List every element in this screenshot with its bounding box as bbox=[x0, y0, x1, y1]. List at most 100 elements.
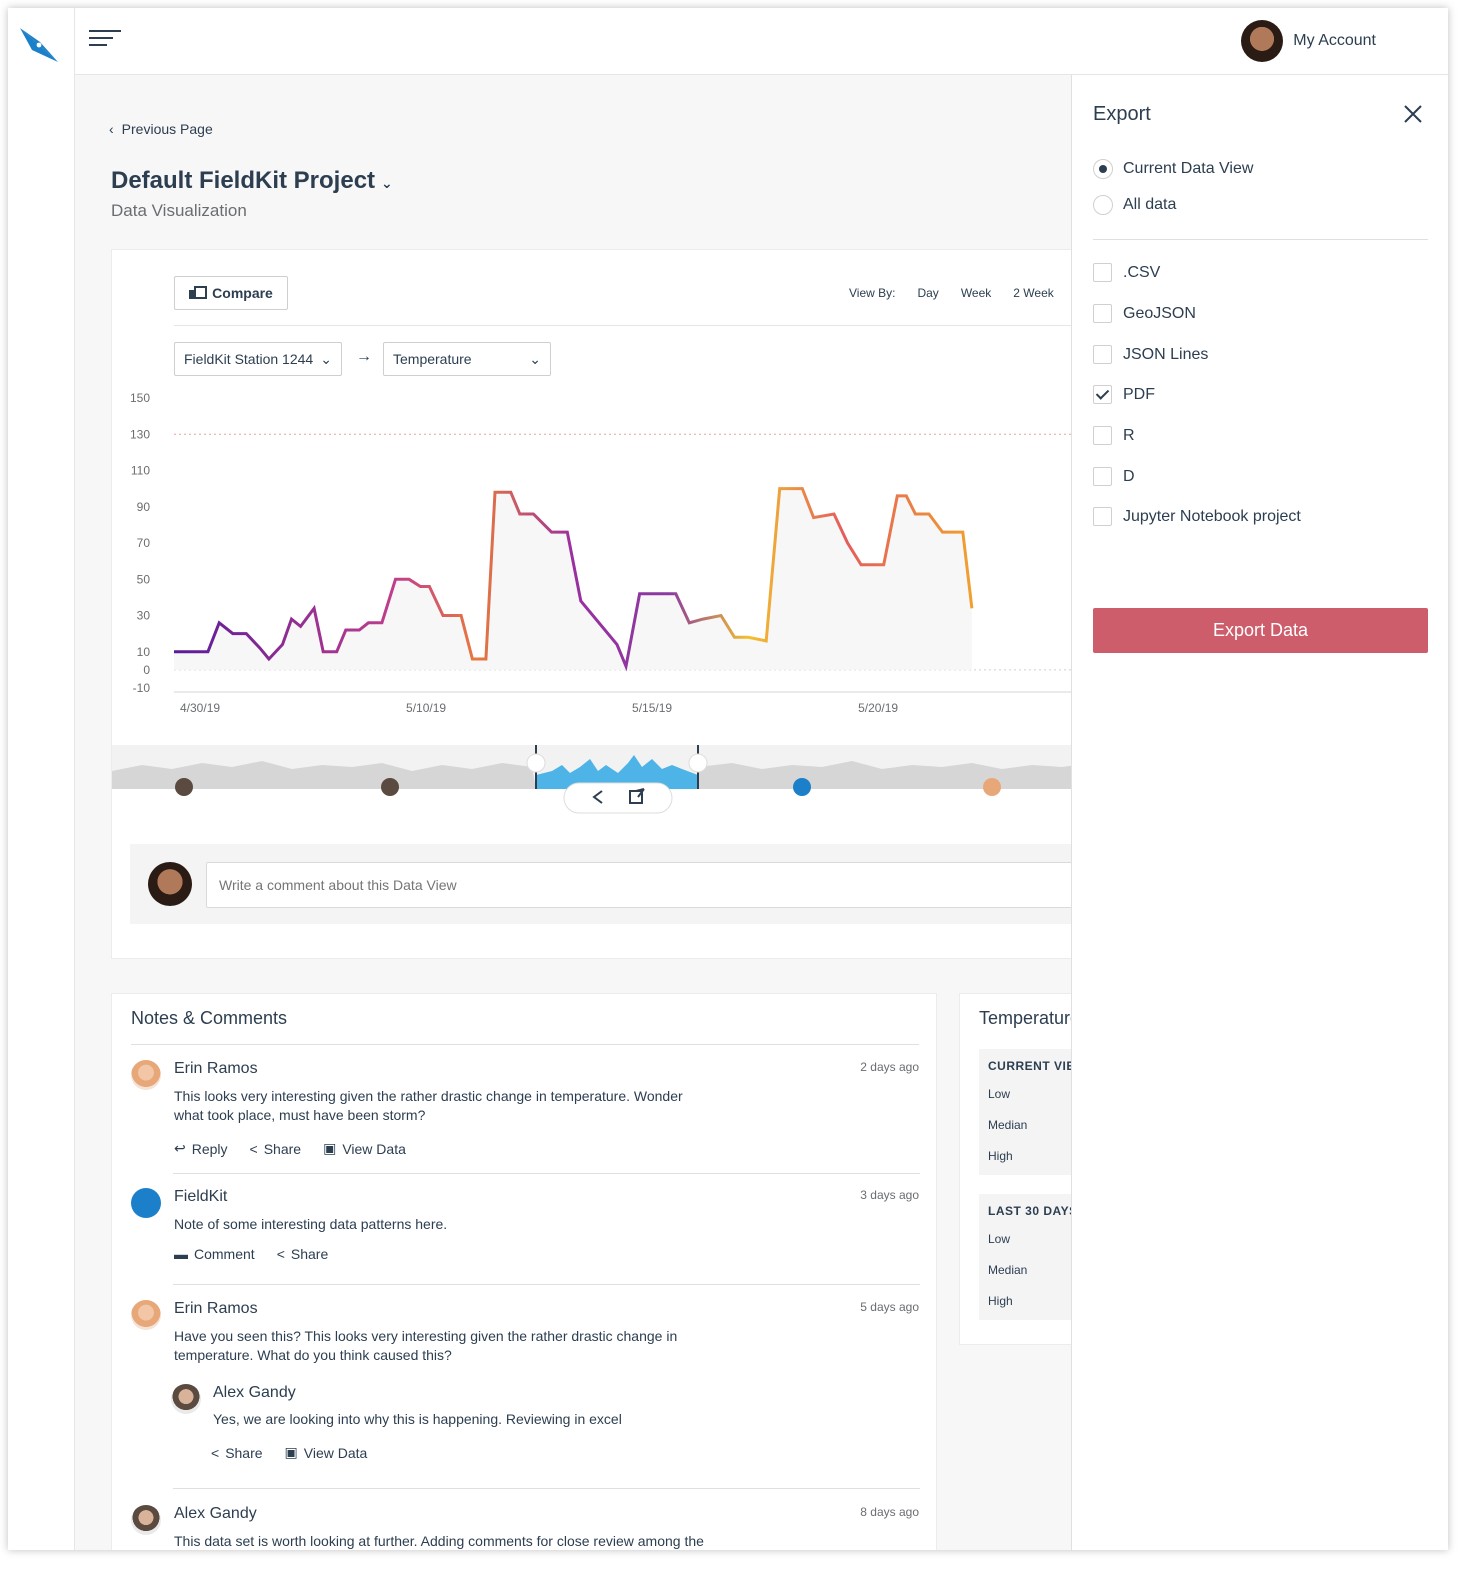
toolbar-divider bbox=[174, 325, 1071, 326]
station-select[interactable]: FieldKit Station 1244 ⌄ bbox=[174, 342, 342, 376]
note-time: 2 days ago bbox=[860, 1060, 919, 1074]
checkbox[interactable] bbox=[1093, 467, 1112, 486]
note-divider bbox=[173, 1488, 920, 1489]
share-icon: < bbox=[276, 1246, 285, 1262]
checkbox-d[interactable]: D bbox=[1093, 467, 1135, 486]
share-label: Share bbox=[263, 1140, 302, 1157]
share-icon: < bbox=[211, 1444, 220, 1461]
timeline-handle-left[interactable] bbox=[526, 753, 546, 773]
project-title-dropdown[interactable]: Default FieldKit Project ⌄ bbox=[111, 167, 393, 195]
stats-heading: LAST 30 DAYS bbox=[988, 1204, 1071, 1218]
compare-button[interactable]: Compare bbox=[174, 276, 288, 310]
sensor-select[interactable]: Temperature ⌄ bbox=[383, 342, 551, 376]
radio-button[interactable] bbox=[1093, 195, 1113, 215]
checkbox[interactable] bbox=[1093, 426, 1112, 445]
stats-heading: CURRENT VIEW bbox=[988, 1059, 1071, 1073]
note-actions: ↩ Reply < Share ▣ View Data bbox=[174, 1140, 406, 1157]
checkbox-label: JSON Lines bbox=[1123, 345, 1209, 363]
checkbox-label: Jupyter Notebook project bbox=[1123, 507, 1301, 525]
stats-high-label: High bbox=[988, 1149, 1013, 1163]
chevron-left-icon: ‹ bbox=[109, 121, 114, 137]
account-label: My Account bbox=[1293, 32, 1376, 49]
checkbox-label: .CSV bbox=[1123, 263, 1161, 281]
stats-low-label: Low bbox=[988, 1232, 1011, 1246]
share-icon[interactable] bbox=[592, 790, 603, 804]
note-marker-fieldkit[interactable] bbox=[793, 778, 811, 796]
account-menu[interactable]: My Account bbox=[1241, 20, 1376, 62]
station-select-value: FieldKit Station 1244 bbox=[184, 351, 314, 367]
view-data-button[interactable]: ▣ View Data bbox=[285, 1444, 368, 1461]
stats-last-30-days: LAST 30 DAYS Low Median High bbox=[979, 1194, 1071, 1320]
view-by-options: View By: Day Week 2 Week bbox=[849, 286, 1054, 300]
comment-icon: ▬ bbox=[174, 1246, 188, 1262]
note-author: Erin Ramos bbox=[174, 1300, 258, 1317]
checkbox-csv[interactable]: .CSV bbox=[1093, 263, 1160, 282]
export-panel: Export Current Data View All data .CSV G… bbox=[1071, 75, 1448, 1550]
timeline-handle-right[interactable] bbox=[688, 753, 708, 773]
radio-current-data-view[interactable]: Current Data View bbox=[1093, 159, 1253, 179]
share-button[interactable]: < Share bbox=[211, 1444, 263, 1461]
checkbox[interactable] bbox=[1093, 507, 1112, 526]
note-marker-avatar[interactable] bbox=[381, 778, 399, 796]
compare-label: Compare bbox=[212, 285, 273, 301]
stats-low-label: Low bbox=[988, 1087, 1011, 1101]
note-marker-avatar[interactable] bbox=[175, 778, 193, 796]
share-button[interactable]: < Share bbox=[277, 1246, 329, 1262]
notes-card: Notes & Comments Erin Ramos 2 days ago T… bbox=[111, 993, 937, 1550]
menu-icon[interactable] bbox=[89, 30, 121, 50]
previous-page-link[interactable]: ‹ Previous Page bbox=[109, 121, 213, 137]
page-subtitle: Data Visualization bbox=[111, 201, 247, 220]
share-button[interactable]: < Share bbox=[250, 1140, 302, 1157]
note-divider bbox=[173, 1284, 920, 1285]
note-text: This data set is worth looking at furthe… bbox=[174, 1533, 704, 1549]
external-link-icon[interactable] bbox=[629, 788, 645, 804]
comment-button[interactable]: ▬ Comment bbox=[174, 1246, 255, 1262]
x-axis: 4/30/19 5/10/19 5/15/19 5/20/19 bbox=[174, 691, 1071, 715]
checkbox-label: D bbox=[1123, 467, 1135, 485]
checkbox[interactable] bbox=[1093, 345, 1112, 364]
note-item: Erin Ramos 5 days ago Have you seen this… bbox=[131, 1300, 921, 1480]
arrow-right-icon: → bbox=[356, 348, 372, 365]
view-by-week[interactable]: Week bbox=[960, 286, 992, 300]
note-time: 8 days ago bbox=[860, 1505, 919, 1519]
y-tick-label: 90 bbox=[137, 500, 151, 514]
chart-card: Compare View By: Day Week 2 Week FieldKi… bbox=[111, 249, 1071, 959]
comment-input[interactable] bbox=[206, 862, 1071, 908]
checkbox-r[interactable]: R bbox=[1093, 426, 1135, 445]
view-data-button[interactable]: ▣ View Data bbox=[323, 1140, 406, 1157]
fieldkit-logo-icon[interactable] bbox=[18, 22, 62, 66]
chart-icon: ▣ bbox=[284, 1444, 298, 1460]
x-tick-label: 5/20/19 bbox=[858, 701, 898, 715]
checkbox-json-lines[interactable]: JSON Lines bbox=[1093, 345, 1208, 364]
timeline-scrubber[interactable] bbox=[112, 745, 1071, 825]
chevron-down-icon: ⌄ bbox=[320, 350, 332, 367]
y-tick-label: 0 bbox=[143, 663, 150, 677]
checkbox[interactable] bbox=[1093, 304, 1112, 323]
checkbox-geojson[interactable]: GeoJSON bbox=[1093, 304, 1196, 323]
reply-button[interactable]: ↩ Reply bbox=[174, 1140, 228, 1157]
share-label: Share bbox=[290, 1246, 329, 1262]
view-by-day[interactable]: Day bbox=[917, 286, 939, 300]
checkbox[interactable] bbox=[1093, 385, 1112, 404]
checkbox-jupyter[interactable]: Jupyter Notebook project bbox=[1093, 507, 1301, 526]
page-title: Default FieldKit Project bbox=[111, 167, 376, 194]
note-time: 5 days ago bbox=[860, 1300, 919, 1314]
reply-text: Yes, we are looking into why this is hap… bbox=[213, 1411, 622, 1427]
y-tick-label: 150 bbox=[130, 391, 150, 405]
avatar bbox=[131, 1300, 161, 1330]
radio-all-data[interactable]: All data bbox=[1093, 195, 1176, 215]
avatar bbox=[131, 1060, 161, 1090]
note-text: Have you seen this? This looks very inte… bbox=[174, 1328, 678, 1363]
y-tick-label: -10 bbox=[133, 681, 151, 695]
checkbox-pdf[interactable]: PDF bbox=[1093, 385, 1155, 404]
checkbox[interactable] bbox=[1093, 263, 1112, 282]
radio-label: Current Data View bbox=[1123, 160, 1254, 177]
reply-actions: < Share ▣ View Data bbox=[211, 1444, 367, 1461]
export-data-button[interactable]: Export Data bbox=[1093, 608, 1428, 653]
note-marker-avatar[interactable] bbox=[983, 778, 1001, 796]
app-window: My Account ‹ Previous Page Default FieldK… bbox=[8, 8, 1448, 1550]
view-by-2-week[interactable]: 2 Week bbox=[1013, 286, 1054, 300]
close-icon[interactable] bbox=[1402, 103, 1424, 125]
radio-button[interactable] bbox=[1093, 159, 1113, 179]
avatar bbox=[171, 1384, 201, 1414]
